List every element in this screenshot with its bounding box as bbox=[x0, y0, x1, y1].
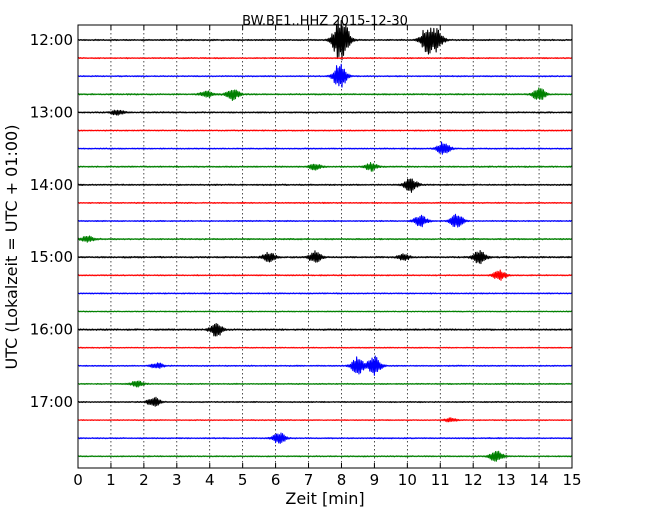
x-tick-label: 6 bbox=[271, 471, 281, 489]
trace-line bbox=[77, 450, 573, 462]
y-axis-label: UTC (Lokalzeit = UTC + 01:00) bbox=[2, 125, 21, 370]
trace-line bbox=[77, 396, 573, 407]
x-tick-label: 5 bbox=[238, 471, 248, 489]
x-tick-label: 11 bbox=[431, 471, 450, 489]
seismogram-traces bbox=[77, 19, 573, 462]
axis-ticks: 0 1 2 3 4 5 6 7 8 9 10 11 12 13 14 1512:0013:0014:0015:… bbox=[30, 25, 582, 489]
x-tick-label: 15 bbox=[562, 471, 581, 489]
trace-line bbox=[77, 322, 573, 337]
grid-lines bbox=[110, 25, 540, 468]
trace-line bbox=[77, 346, 573, 349]
x-tick-label: 0 bbox=[73, 471, 83, 489]
trace-line bbox=[77, 109, 573, 116]
trace-line bbox=[77, 56, 573, 60]
trace-line bbox=[77, 417, 573, 423]
y-tick-label: 17:00 bbox=[30, 393, 73, 411]
trace-line bbox=[77, 355, 573, 376]
trace-line bbox=[77, 235, 573, 243]
x-tick-label: 7 bbox=[304, 471, 314, 489]
chart-title: BW.BE1..HHZ 2015-12-30 bbox=[242, 14, 408, 29]
trace-line bbox=[77, 19, 573, 61]
x-tick-label: 13 bbox=[497, 471, 516, 489]
trace-line bbox=[77, 63, 573, 88]
trace-line bbox=[77, 250, 573, 265]
y-tick-label: 14:00 bbox=[30, 176, 73, 194]
x-tick-label: 4 bbox=[205, 471, 215, 489]
y-tick-label: 15:00 bbox=[30, 248, 73, 266]
x-tick-label: 14 bbox=[530, 471, 549, 489]
trace-line bbox=[77, 141, 573, 155]
trace-line bbox=[77, 201, 573, 205]
x-tick-label: 2 bbox=[139, 471, 149, 489]
trace-line bbox=[77, 380, 573, 388]
trace-line bbox=[77, 432, 573, 444]
x-tick-label: 8 bbox=[337, 471, 347, 489]
x-axis-label: Zeit [min] bbox=[285, 489, 364, 508]
trace-line bbox=[77, 310, 573, 313]
y-tick-label: 13:00 bbox=[30, 103, 73, 121]
x-tick-label: 1 bbox=[106, 471, 116, 489]
trace-line bbox=[77, 178, 573, 193]
y-tick-label: 16:00 bbox=[30, 321, 73, 339]
trace-line bbox=[77, 87, 573, 102]
trace-line bbox=[77, 129, 573, 132]
plot-frame bbox=[77, 24, 573, 469]
y-tick-label: 12:00 bbox=[30, 31, 73, 49]
x-tick-label: 12 bbox=[464, 471, 483, 489]
x-tick-label: 3 bbox=[172, 471, 182, 489]
trace-line bbox=[77, 162, 573, 172]
x-tick-label: 10 bbox=[398, 471, 417, 489]
x-tick-label: 9 bbox=[370, 471, 380, 489]
trace-line bbox=[77, 269, 573, 281]
trace-line bbox=[77, 213, 573, 228]
trace-line bbox=[77, 292, 573, 295]
